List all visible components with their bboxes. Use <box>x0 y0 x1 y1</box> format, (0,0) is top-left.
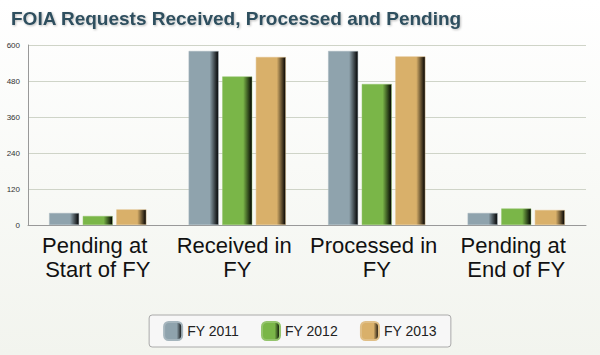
svg-text:FOIA Requests Received, Proces: FOIA Requests Received, Processed and Pe… <box>11 8 461 29</box>
svg-text:FY 2013: FY 2013 <box>384 323 437 339</box>
svg-text:FY 2012: FY 2012 <box>285 323 338 339</box>
svg-text:Processed in: Processed in <box>310 233 443 258</box>
svg-text:360: 360 <box>7 113 21 122</box>
svg-text:Pending at: Pending at <box>42 233 153 258</box>
svg-text:Received in: Received in <box>177 233 298 258</box>
svg-text:FY 2011: FY 2011 <box>187 323 239 339</box>
svg-text:FY: FY <box>363 257 391 282</box>
svg-text:600: 600 <box>7 41 21 50</box>
svg-text:End of FY: End of FY <box>467 257 565 282</box>
svg-text:120: 120 <box>7 185 21 194</box>
svg-text:240: 240 <box>7 149 21 158</box>
svg-text:Start of FY: Start of FY <box>45 257 150 282</box>
svg-text:0: 0 <box>16 221 21 230</box>
svg-text:480: 480 <box>7 77 21 86</box>
svg-text:FY: FY <box>223 257 251 282</box>
svg-text:Pending at: Pending at <box>461 233 572 258</box>
